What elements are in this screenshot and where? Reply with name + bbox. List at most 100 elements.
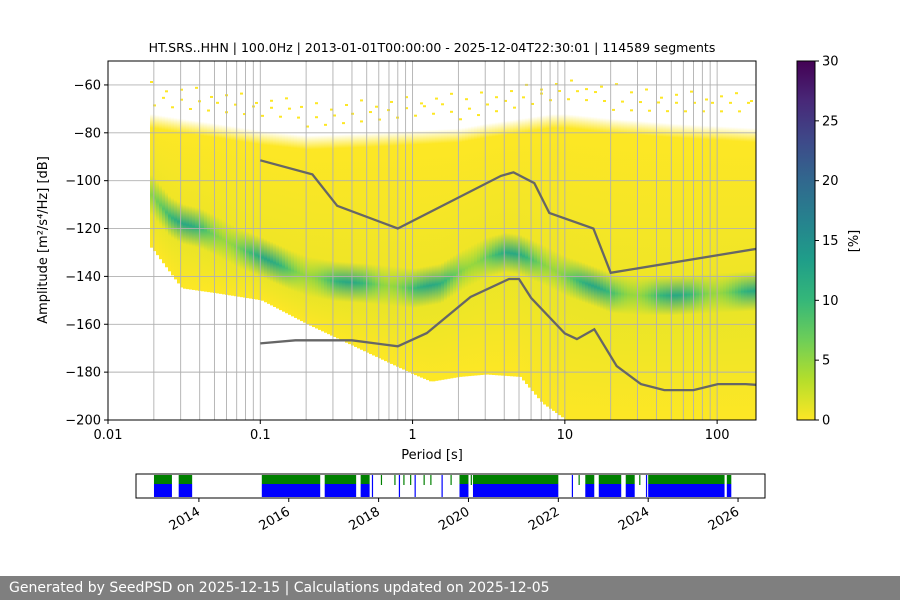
heatmap-speckle <box>450 110 455 113</box>
heatmap-speckle <box>576 90 581 93</box>
heatmap-column <box>243 61 247 298</box>
heatmap-speckle <box>648 109 653 112</box>
heatmap-column <box>618 61 622 420</box>
heatmap-column <box>150 61 154 248</box>
heatmap-column <box>228 61 232 296</box>
y-tick-label: −180 <box>65 366 101 381</box>
year-tick-label: 2016 <box>257 504 293 534</box>
heatmap-speckle <box>345 104 349 107</box>
heatmap-column <box>222 61 226 295</box>
heatmap-column <box>444 61 448 380</box>
heatmap-column <box>264 61 268 303</box>
heatmap-column <box>687 61 691 420</box>
heatmap-column <box>171 61 175 276</box>
heatmap-column <box>693 61 697 420</box>
heatmap-column <box>156 61 160 256</box>
heatmap-column <box>576 61 580 420</box>
heatmap-column <box>702 61 706 420</box>
heatmap-speckle <box>270 99 274 102</box>
heatmap-column <box>363 61 367 352</box>
heatmap-column <box>624 61 628 420</box>
heatmap-speckle <box>360 99 364 102</box>
heatmap-speckle <box>210 95 214 98</box>
heatmap-column <box>246 61 250 299</box>
heatmap-column <box>705 61 709 420</box>
heatmap-column <box>345 61 349 343</box>
heatmap-column <box>270 61 274 306</box>
heatmap-speckle <box>270 106 275 109</box>
heatmap-column <box>441 61 445 380</box>
heatmap-column <box>279 61 283 311</box>
psd-figure: HT.SRS..HHN | 100.0Hz | 2013-01-01T00:00… <box>36 40 862 534</box>
heatmap-speckle <box>435 97 439 100</box>
heatmap-column <box>459 61 463 377</box>
heatmap-column <box>654 61 658 420</box>
heatmap-speckle <box>153 104 158 107</box>
heatmap-column <box>555 61 559 414</box>
heatmap-column <box>579 61 583 420</box>
heatmap-speckle <box>645 88 649 91</box>
heatmap-column <box>468 61 472 377</box>
heatmap-speckle <box>558 90 563 93</box>
heatmap-column <box>471 61 475 376</box>
heatmap-column <box>678 61 682 420</box>
data-bar <box>360 484 370 497</box>
heatmap-speckle <box>423 105 428 108</box>
y-axis: −200 −180 −160 −140 −120 −100 −80 −60 <box>65 78 108 429</box>
chart-title: HT.SRS..HHN | 100.0Hz | 2013-01-01T00:00… <box>149 40 716 55</box>
availability-tick <box>645 475 648 497</box>
heatmap-column <box>234 61 238 297</box>
heatmap-speckle <box>171 106 176 109</box>
heatmap-speckle <box>690 90 694 93</box>
heatmap-speckle <box>225 94 229 97</box>
data-bar <box>648 484 725 497</box>
heatmap-column <box>276 61 280 309</box>
y-tick-label: −60 <box>74 78 101 93</box>
heatmap-column <box>423 61 427 379</box>
heatmap-column <box>669 61 673 420</box>
heatmap-speckle <box>702 110 707 113</box>
psd-plot: 0.01 0.1 1 10 100 −200 −180 −160 −140 −120 −100 −8… <box>36 60 757 463</box>
heatmap-column <box>483 61 487 375</box>
heatmap-speckle <box>207 109 212 112</box>
heatmap-speckle <box>666 110 671 113</box>
heatmap-speckle <box>306 125 311 128</box>
heatmap-column <box>648 61 652 420</box>
heatmap-speckle <box>189 107 194 110</box>
heatmap-speckle <box>510 90 514 93</box>
heatmap-column <box>594 61 598 420</box>
year-tick-label: 2018 <box>346 504 382 534</box>
heatmap-column <box>732 61 736 420</box>
heatmap-column <box>186 61 190 290</box>
heatmap-speckle <box>150 81 154 84</box>
heatmap-speckle <box>369 111 374 114</box>
heatmap-column <box>726 61 730 420</box>
heatmap-column <box>717 61 721 420</box>
x-tick-label: 0.1 <box>250 428 271 443</box>
heatmap-column <box>153 61 157 252</box>
data-bar <box>153 484 172 497</box>
availability-tick <box>410 475 412 485</box>
availability-tick <box>380 475 383 485</box>
y-tick-label: −80 <box>74 126 101 141</box>
heatmap-column <box>558 61 562 416</box>
heatmap-column <box>615 61 619 420</box>
heatmap-speckle <box>630 91 634 94</box>
heatmap-column <box>588 61 592 420</box>
heatmap-column <box>462 61 466 377</box>
heatmap-speckle <box>390 100 394 103</box>
heatmap-column <box>273 61 277 307</box>
low-noise-model-line <box>260 277 756 392</box>
availability-tick <box>441 475 443 497</box>
heatmap-column <box>201 61 205 292</box>
colorbar-tick-label: 5 <box>822 354 830 369</box>
data-bar <box>178 484 193 497</box>
heatmap-column <box>627 61 631 420</box>
heatmap-column <box>159 61 163 260</box>
heatmap-speckle <box>285 97 289 100</box>
heatmap-column <box>561 61 565 418</box>
heatmap-column <box>681 61 685 420</box>
x-tick-label: 10 <box>557 428 574 443</box>
y-axis-label: Amplitude [m²/s⁴/Hz] [dB] <box>36 156 51 324</box>
heatmap-column <box>375 61 379 357</box>
